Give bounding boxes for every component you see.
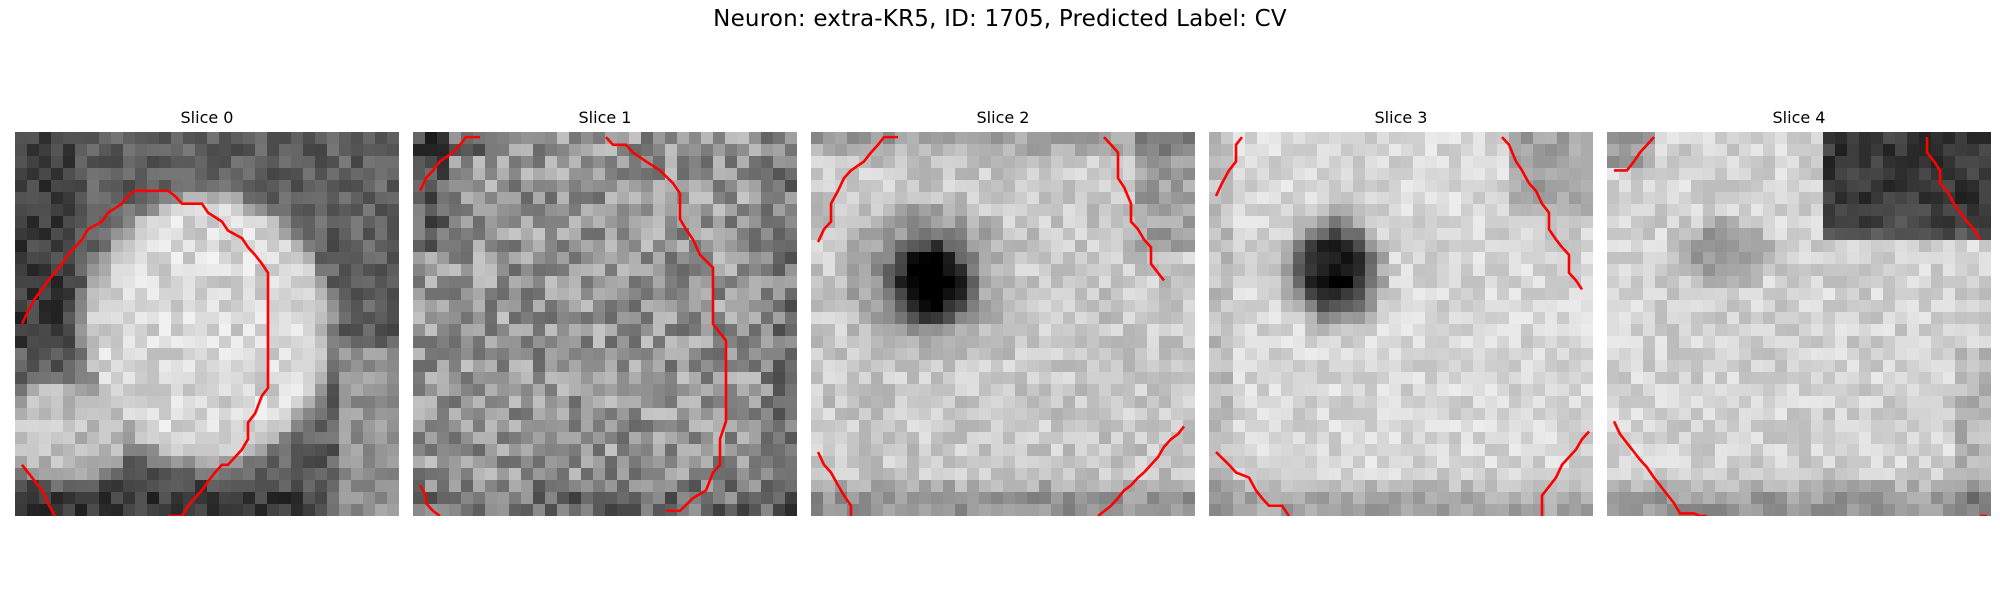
contour-line: [1925, 137, 1982, 241]
slice-image: [811, 132, 1195, 516]
contour-line: [1614, 136, 1655, 172]
contour-line: [1215, 451, 1291, 516]
slice-0-image: [15, 132, 399, 516]
contour-line: [816, 135, 898, 243]
slice-4-image: [1607, 132, 1991, 516]
contour-line: [1612, 420, 1707, 516]
slice-title: Slice 4: [1772, 108, 1826, 127]
slice-3-image: [1209, 132, 1593, 516]
slice-title: Slice 2: [976, 108, 1030, 127]
contour-line: [418, 484, 441, 516]
slice-title: Slice 1: [578, 108, 632, 127]
contour-line: [1214, 136, 1244, 197]
slice-title: Slice 0: [180, 108, 234, 127]
contour-line: [20, 189, 270, 516]
slice-1-image: [413, 132, 797, 516]
contour-line: [1097, 425, 1186, 516]
slice-image: [413, 132, 797, 516]
figure-title: Neuron: extra-KR5, ID: 1705, Predicted L…: [713, 6, 1287, 32]
slice-2-image: [811, 132, 1195, 516]
slice-title: Slice 3: [1374, 108, 1428, 127]
contour-line: [605, 136, 728, 513]
contour-line: [1540, 430, 1590, 516]
contour-line: [816, 451, 853, 516]
contour-line: [20, 463, 57, 516]
slice-image: [1607, 132, 1991, 516]
contour-line: [418, 135, 480, 192]
slice-image: [1209, 132, 1593, 516]
slice-image: [15, 132, 399, 516]
contour-line: [1501, 136, 1584, 291]
contour-line: [1103, 136, 1166, 282]
